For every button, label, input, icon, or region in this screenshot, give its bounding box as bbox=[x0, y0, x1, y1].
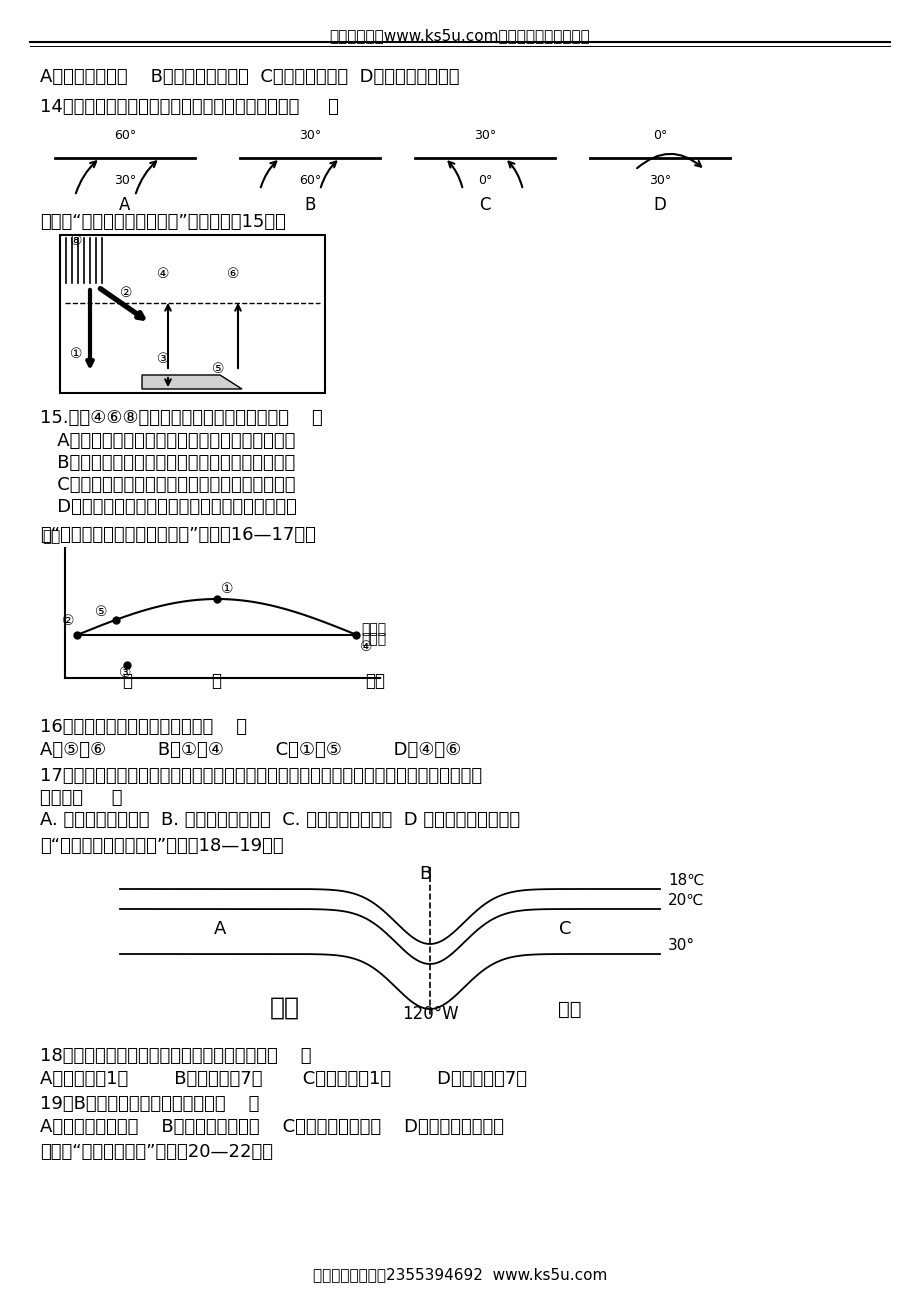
Text: C: C bbox=[558, 921, 571, 937]
Text: ③: ③ bbox=[156, 352, 169, 366]
Text: 等高面: 等高面 bbox=[360, 631, 386, 646]
Text: D: D bbox=[652, 197, 665, 214]
Text: A: A bbox=[119, 197, 130, 214]
Text: ①: ① bbox=[221, 582, 233, 596]
Text: ⑤: ⑤ bbox=[96, 605, 108, 618]
Text: ①: ① bbox=[70, 348, 82, 361]
Text: 16．图中表示气压相等的数码是（    ）: 16．图中表示气压相等的数码是（ ） bbox=[40, 717, 246, 736]
Text: 下图为“大气受热过程示意图”，读图回筀15题。: 下图为“大气受热过程示意图”，读图回筀15题。 bbox=[40, 214, 286, 230]
Text: 17．若上图是关于甲、乙两地对流层高空气压与等高面关系图，则关于两地大气状况叙述正: 17．若上图是关于甲、乙两地对流层高空气压与等高面关系图，则关于两地大气状况叙述… bbox=[40, 767, 482, 785]
Text: ③: ③ bbox=[119, 667, 131, 680]
Text: 陆地: 陆地 bbox=[558, 1000, 581, 1019]
Text: 读“某区域等温线分布图”，完成18—19题。: 读“某区域等温线分布图”，完成18—19题。 bbox=[40, 837, 283, 855]
Text: A. 甲地气压低于乙地  B. 甲地气温高于乙地  C. 甲地空气受热下降  D 乙地易形成阴雨天气: A. 甲地气压低于乙地 B. 甲地气温高于乙地 C. 甲地空气受热下降 D 乙地… bbox=[40, 811, 519, 829]
Text: 19．B处洋流的性质和流向分别为（    ）: 19．B处洋流的性质和流向分别为（ ） bbox=[40, 1095, 259, 1113]
Text: 120°W: 120°W bbox=[402, 1005, 458, 1023]
Text: 18．对图示区域位置、季节的叙述，正确的是（    ）: 18．对图示区域位置、季节的叙述，正确的是（ ） bbox=[40, 1047, 312, 1065]
Text: 地面: 地面 bbox=[365, 672, 384, 690]
Text: 投稿兼职请联系：2355394692  www.ks5u.com: 投稿兼职请联系：2355394692 www.ks5u.com bbox=[312, 1267, 607, 1282]
Text: A．寒流，由北向南    B．寒流，由南向北    C．暖流，由北向南    D．暖流，由南向北: A．寒流，由北向南 B．寒流，由南向北 C．暖流，由北向南 D．暖流，由南向北 bbox=[40, 1118, 504, 1137]
Text: 读“等高面与等压面关系示意图”，完成16—17题。: 读“等高面与等压面关系示意图”，完成16—17题。 bbox=[40, 526, 315, 544]
Text: A．北半球，1月        B．南半球，7月       C．南半球，1月        D．北半球，7月: A．北半球，1月 B．南半球，7月 C．南半球，1月 D．北半球，7月 bbox=[40, 1070, 527, 1088]
Text: ②: ② bbox=[62, 615, 75, 628]
Text: 海洋: 海洋 bbox=[269, 996, 300, 1019]
Text: 高考资源网（www.ks5u.com），您身边的高考专家: 高考资源网（www.ks5u.com），您身边的高考专家 bbox=[329, 29, 590, 43]
Text: D．太阳辐射、大气逆辐射、大气吸收的地面辐射: D．太阳辐射、大气逆辐射、大气吸收的地面辐射 bbox=[40, 497, 297, 516]
Text: 18℃: 18℃ bbox=[667, 874, 704, 888]
Text: 读下面“水循环示意图”，完成20—22题。: 读下面“水循环示意图”，完成20—22题。 bbox=[40, 1143, 273, 1161]
Text: A．大气吸收的地面辐射、大气逆辐射、太阳辐射: A．大气吸收的地面辐射、大气逆辐射、太阳辐射 bbox=[40, 432, 295, 450]
Text: 0°: 0° bbox=[477, 174, 492, 187]
Text: 0°: 0° bbox=[652, 129, 666, 142]
Text: ⑥: ⑥ bbox=[226, 267, 239, 281]
Text: 60°: 60° bbox=[114, 129, 136, 142]
Text: 60°: 60° bbox=[299, 174, 321, 187]
Text: 30°: 30° bbox=[114, 174, 136, 187]
Text: 确的是（     ）: 确的是（ ） bbox=[40, 789, 122, 807]
Polygon shape bbox=[142, 375, 242, 389]
Text: 20℃: 20℃ bbox=[667, 893, 704, 907]
Text: 乙: 乙 bbox=[211, 672, 221, 690]
Text: C．大气逆辐射、大气吸收的地面辐射、太阳辐射: C．大气逆辐射、大气吸收的地面辐射、太阳辐射 bbox=[40, 477, 295, 493]
Text: B: B bbox=[418, 865, 431, 883]
Text: ④: ④ bbox=[360, 641, 372, 654]
Text: 等压面: 等压面 bbox=[360, 622, 386, 635]
Text: 30°: 30° bbox=[648, 174, 670, 187]
Text: A．⑤和⑥         B．①和④         C．①和⑤         D．④和⑥: A．⑤和⑥ B．①和④ C．①和⑤ D．④和⑥ bbox=[40, 741, 460, 759]
Text: A．赤道低气压带    B．副极地低气压带  C．极地高气压带  D．副热带高气压带: A．赤道低气压带 B．副极地低气压带 C．极地高气压带 D．副热带高气压带 bbox=[40, 68, 459, 86]
Text: 甲: 甲 bbox=[122, 672, 131, 690]
Text: A: A bbox=[213, 921, 226, 937]
Text: 高度: 高度 bbox=[42, 529, 61, 544]
Text: C: C bbox=[479, 197, 490, 214]
Text: ⑤: ⑤ bbox=[211, 362, 224, 376]
Bar bbox=[60, 234, 324, 393]
Text: ④: ④ bbox=[156, 267, 169, 281]
Text: 14．下列四幅风带图中，属于北半球东北信风的是（     ）: 14．下列四幅风带图中，属于北半球东北信风的是（ ） bbox=[40, 98, 338, 116]
Text: 30°: 30° bbox=[299, 129, 321, 142]
Text: ②: ② bbox=[119, 286, 132, 299]
Text: B: B bbox=[304, 197, 315, 214]
Text: ⑧: ⑧ bbox=[70, 234, 82, 247]
Text: 30°: 30° bbox=[473, 129, 495, 142]
Text: 15.图中④⑥⑧三个箭头所表示的辐射依次是（    ）: 15.图中④⑥⑧三个箭头所表示的辐射依次是（ ） bbox=[40, 409, 323, 427]
Text: B．太阳辐射、大气吸收的地面辐射、大气逆辐射: B．太阳辐射、大气吸收的地面辐射、大气逆辐射 bbox=[40, 454, 295, 473]
Text: 30°: 30° bbox=[667, 937, 695, 953]
